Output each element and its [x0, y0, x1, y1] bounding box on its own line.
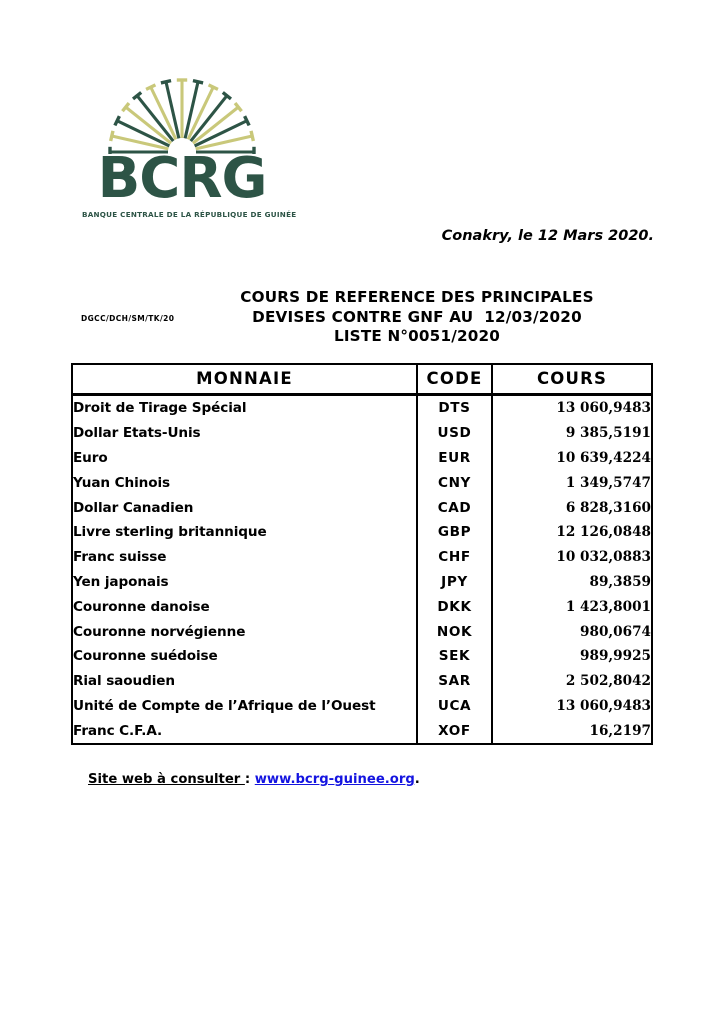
currency-rate: 10 639,4224 — [556, 449, 651, 466]
currency-name: Unité de Compte de l’Afrique de l’Ouest — [73, 693, 418, 719]
place-and-date: Conakry, le 12 Mars 2020. — [441, 228, 654, 244]
table-row: Rial saoudien SAR 2 502,8042 — [73, 668, 651, 694]
currency-name: Couronne danoise — [73, 594, 418, 620]
page-title: COURS DE REFERENCE DES PRINCIPALES DEVIS… — [180, 288, 654, 347]
currency-rate: 10 032,0883 — [556, 549, 651, 566]
currency-rate: 12 126,0848 — [556, 524, 651, 541]
currency-name: Yen japonais — [73, 569, 418, 595]
currency-name: Franc suisse — [73, 544, 418, 570]
table-row: Droit de Tirage Spécial DTS 13 060,9483 — [73, 394, 651, 421]
table-row: Franc C.F.A. XOF 16,2197 — [73, 718, 651, 744]
currency-code: JPY — [417, 569, 493, 595]
column-header-code: CODE — [417, 365, 493, 396]
table-row: Euro EUR 10 639,4224 — [73, 445, 651, 471]
currency-rate: 980,0674 — [580, 623, 651, 640]
currency-code: CNY — [417, 470, 493, 496]
currency-code: CHF — [417, 544, 493, 570]
currency-rate: 13 060,9483 — [556, 697, 651, 714]
table-row: Couronne norvégienne NOK 980,0674 — [73, 619, 651, 644]
table-row: Dollar Etats-Unis USD 9 385,5191 — [73, 420, 651, 446]
page-title-line-3: LISTE N°0051/2020 — [333, 327, 501, 345]
currency-name: Dollar Canadien — [73, 495, 418, 520]
currency-code: GBP — [417, 519, 493, 545]
currency-code: SEK — [417, 643, 493, 669]
page-title-line-2: DEVISES CONTRE GNF AU 12/03/2020 — [252, 307, 582, 326]
currency-name: Couronne suédoise — [73, 643, 418, 669]
currency-rate: 16,2197 — [589, 722, 651, 739]
currency-code: DTS — [417, 394, 493, 421]
currency-name: Euro — [73, 445, 418, 471]
table-row: Couronne danoise DKK 1 423,8001 — [73, 594, 651, 620]
currency-code: XOF — [417, 718, 493, 744]
table-row: Yen japonais JPY 89,3859 — [73, 569, 651, 595]
table-header-row: MONNAIE CODE COURS — [73, 365, 651, 396]
table-row: Franc suisse CHF 10 032,0883 — [73, 544, 651, 570]
page-title-line-1: COURS DE REFERENCE DES PRINCIPALES — [240, 288, 594, 306]
logo-tagline: BANQUE CENTRALE DE LA RÉPUBLIQUE DE GUIN… — [82, 210, 297, 219]
currency-name: Livre sterling britannique — [73, 519, 418, 545]
column-header-monnaie: MONNAIE — [73, 365, 418, 396]
currency-name: Rial saoudien — [73, 668, 418, 694]
website-line: Site web à consulter : www.bcrg-guinee.o… — [88, 772, 420, 787]
bcrg-logo: BCRG BANQUE CENTRALE DE LA RÉPUBLIQUE DE… — [82, 72, 297, 224]
table-row: Unité de Compte de l’Afrique de l’Ouest U… — [73, 693, 651, 719]
currency-name: Yuan Chinois — [73, 470, 418, 496]
currency-rate: 989,9925 — [580, 648, 651, 665]
table-row: Dollar Canadien CAD 6 828,3160 — [73, 495, 651, 520]
logo-wordmark: BCRG — [97, 146, 268, 211]
currency-rate: 2 502,8042 — [565, 673, 651, 690]
currency-name: Franc C.F.A. — [73, 718, 418, 744]
currency-code: EUR — [417, 445, 493, 471]
currency-name: Droit de Tirage Spécial — [73, 394, 418, 421]
currency-rate: 89,3859 — [589, 573, 651, 590]
table-row: Yuan Chinois CNY 1 349,5747 — [73, 470, 651, 496]
website-label: Site web à consulter — [88, 772, 245, 787]
currency-rate: 1 423,8001 — [565, 598, 651, 615]
website-period: . — [414, 772, 420, 787]
currency-rate: 1 349,5747 — [565, 474, 651, 491]
website-link[interactable]: www.bcrg-guinee.org — [254, 772, 415, 787]
currency-name: Dollar Etats-Unis — [73, 420, 418, 446]
currency-rate: 9 385,5191 — [565, 425, 651, 442]
currency-rate: 13 060,9483 — [556, 400, 651, 417]
table-row: Couronne suédoise SEK 989,9925 — [73, 643, 651, 669]
exchange-rate-table: MONNAIE CODE COURS Droit de Tirage Spéci… — [71, 363, 653, 746]
currency-code: NOK — [417, 619, 493, 644]
currency-code: USD — [417, 420, 493, 446]
table-body: Droit de Tirage Spécial DTS 13 060,9483 Dol… — [73, 394, 651, 744]
website-separator: : — [244, 772, 255, 787]
currency-name: Couronne norvégienne — [73, 619, 418, 644]
reference-code: DGCC/DCH/SM/TK/20 — [81, 314, 175, 323]
sunburst-rays-logo — [82, 72, 282, 158]
currency-code: DKK — [417, 594, 493, 620]
currency-code: SAR — [417, 668, 493, 694]
currency-rate: 6 828,3160 — [565, 499, 651, 516]
table-row: Livre sterling britannique GBP 12 126,0848 — [73, 519, 651, 545]
currency-code: UCA — [417, 693, 493, 719]
currency-code: CAD — [417, 495, 493, 520]
column-header-cours: COURS — [492, 365, 651, 396]
